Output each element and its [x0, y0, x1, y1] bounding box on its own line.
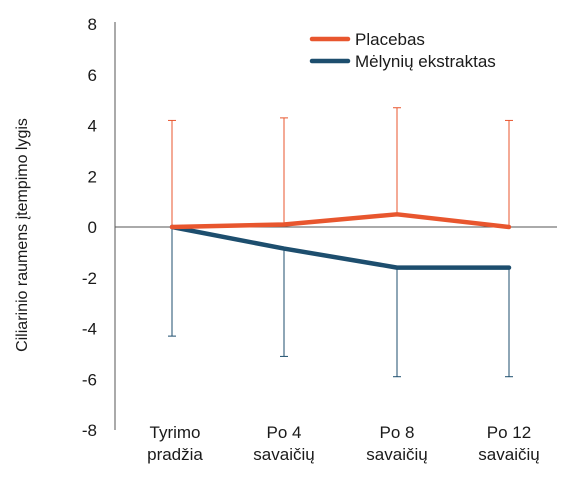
x-tick-label: savaičių: [366, 445, 427, 464]
x-tick-label: Po 12: [487, 423, 531, 442]
legend: Placebas Mėlynių ekstraktas: [309, 30, 496, 71]
y-tick-label: 2: [88, 167, 97, 186]
y-tick-label: 0: [88, 218, 97, 237]
y-tick-label: 4: [88, 117, 97, 136]
y-tick-labels: 8 6 4 2 0 -2 -4 -6 -8: [82, 15, 97, 440]
x-tick-label: Tyrimo: [150, 423, 201, 442]
y-axis-label: Ciliarinio raumens įtempimo lygis: [14, 118, 31, 352]
x-tick-label: Po 8: [380, 423, 415, 442]
y-tick-label: 8: [88, 15, 97, 34]
x-tick-label: Po 4: [267, 423, 302, 442]
x-tick-label: savaičių: [478, 445, 539, 464]
series-lines: [169, 212, 512, 270]
x-tick-label: savaičių: [253, 445, 314, 464]
legend-label: Placebas: [355, 30, 425, 49]
legend-label: Mėlynių ekstraktas: [355, 52, 496, 71]
error-bars: [168, 107, 513, 378]
y-tick-label: -2: [82, 269, 97, 288]
y-tick-label: -6: [82, 370, 97, 389]
y-tick-label: -4: [82, 320, 97, 339]
x-tick-labels: Tyrimo pradžia Po 4 savaičių Po 8 savaičių Po …: [147, 423, 540, 464]
x-tick-label: pradžia: [147, 445, 203, 464]
series-line: [169, 224, 512, 270]
series-line: [169, 212, 512, 230]
y-tick-label: 6: [88, 66, 97, 85]
y-tick-label: -8: [82, 421, 97, 440]
